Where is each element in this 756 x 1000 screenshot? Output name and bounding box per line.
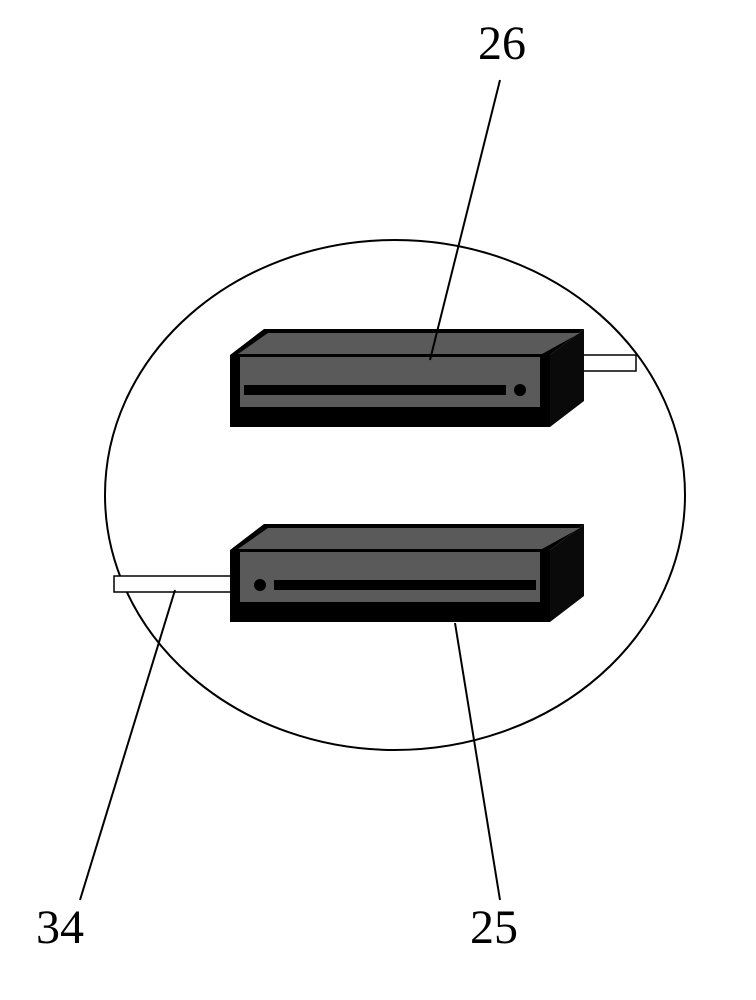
callout-label-26: 26 bbox=[478, 16, 526, 71]
slot-top bbox=[230, 329, 636, 427]
callout-label-34: 34 bbox=[36, 900, 84, 955]
figure-canvas: 26 34 25 bbox=[0, 0, 756, 1000]
slot-bottom bbox=[114, 524, 584, 622]
diagram-svg bbox=[0, 0, 756, 1000]
callout-label-25: 25 bbox=[470, 900, 518, 955]
